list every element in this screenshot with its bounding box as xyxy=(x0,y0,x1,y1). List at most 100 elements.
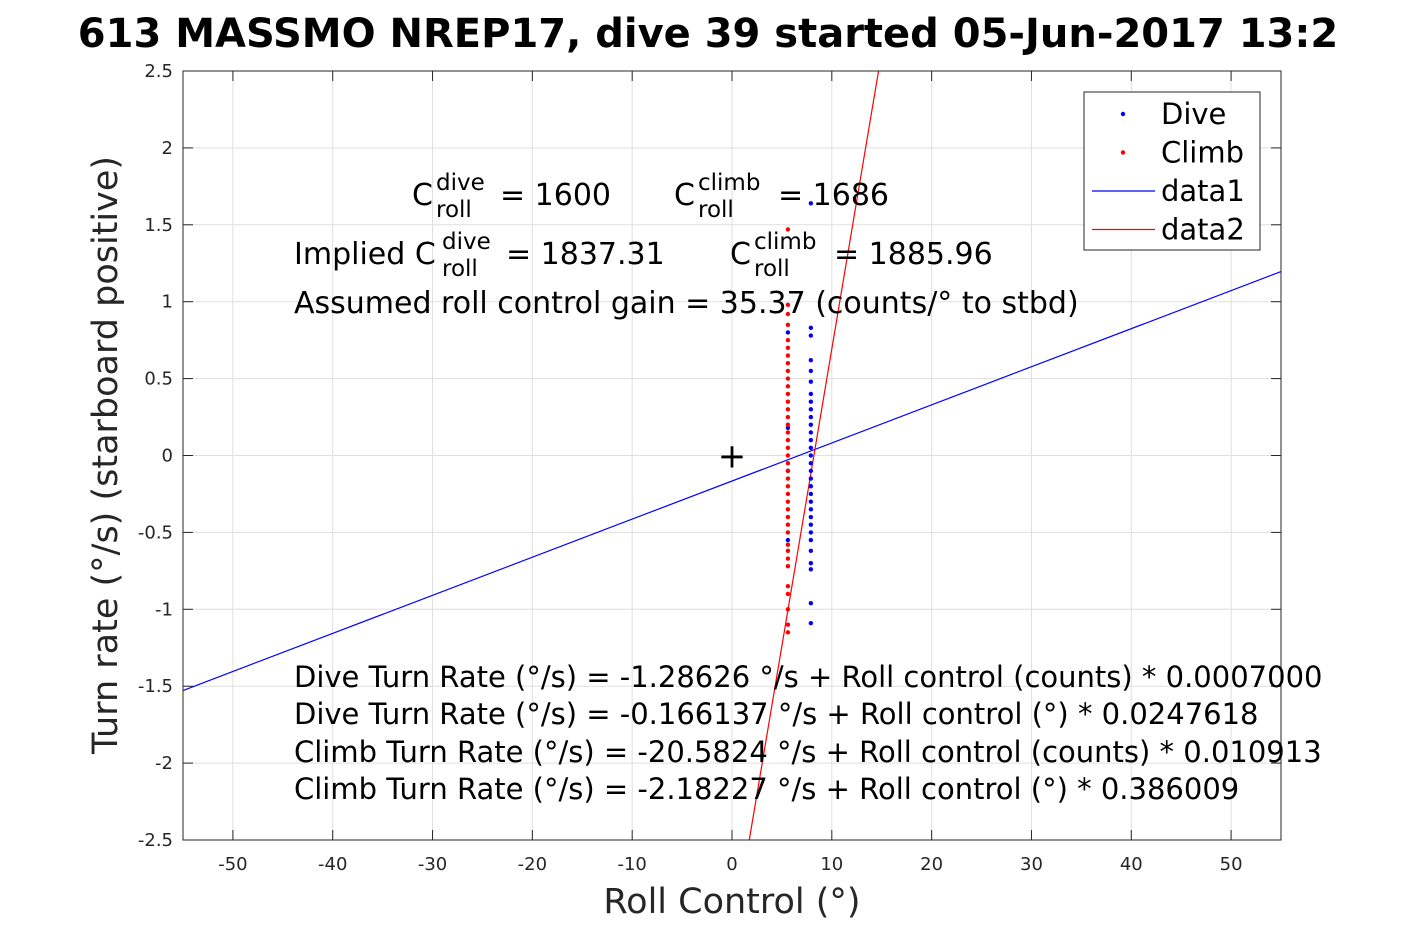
c-dive-value: = 1600 xyxy=(500,178,611,213)
dive-point xyxy=(808,201,814,206)
dive-point xyxy=(808,399,814,404)
climb-point xyxy=(785,484,791,489)
c-climb-value: = 1686 xyxy=(778,178,889,213)
climb-point xyxy=(785,476,791,481)
implied-climb-sub: roll xyxy=(754,256,790,282)
legend: Dive Climb data1 data2 xyxy=(1083,91,1261,251)
climb-point xyxy=(785,302,791,307)
climb-point xyxy=(785,445,791,451)
dive-point xyxy=(808,445,814,451)
legend-label: Climb xyxy=(1161,136,1244,170)
dive-point xyxy=(808,414,814,420)
climb-point xyxy=(785,407,791,412)
climb-point xyxy=(785,345,791,351)
climb-point xyxy=(785,430,791,435)
dive-point xyxy=(808,430,814,435)
legend-label: data2 xyxy=(1161,213,1245,247)
c-dive-sup: dive xyxy=(436,170,485,196)
implied-dive-sup: dive xyxy=(442,229,491,255)
dive-point xyxy=(808,453,814,458)
implied-dive-value: = 1837.31 xyxy=(506,237,665,272)
climb-point xyxy=(785,337,791,343)
y-tick-label: 1 xyxy=(162,292,173,313)
dive-point xyxy=(808,530,814,535)
climb-point xyxy=(785,414,791,420)
x-tick-label: -10 xyxy=(617,854,646,875)
climb-point xyxy=(785,607,791,612)
x-tick-label: 20 xyxy=(920,854,943,875)
dive-point xyxy=(808,391,814,397)
y-tick-label: 0 xyxy=(162,446,173,467)
x-tick-label: 0 xyxy=(726,854,737,875)
climb-point xyxy=(785,591,791,597)
climb-point xyxy=(785,453,791,458)
implied-climb-value: = 1885.96 xyxy=(834,237,993,272)
x-tick-label: -30 xyxy=(418,854,447,875)
dive-point xyxy=(785,425,791,431)
climb-point xyxy=(785,630,791,635)
roll-constants-annotation: C dive roll = 1600 C climb roll = 1686 I… xyxy=(294,170,1079,321)
dive-point xyxy=(808,522,814,527)
x-tick-label: 30 xyxy=(1020,854,1043,875)
fit-lines xyxy=(182,70,1282,841)
dive-point xyxy=(808,560,814,566)
climb-point xyxy=(785,227,791,232)
legend-marker-climb xyxy=(1120,150,1126,155)
dive-point xyxy=(808,379,814,384)
data-points xyxy=(785,201,814,635)
dive-point xyxy=(808,600,814,606)
climb-point xyxy=(785,460,791,466)
y-tick-label: -2 xyxy=(155,753,173,774)
y-tick-label: -1 xyxy=(155,599,173,620)
x-tick-label: -20 xyxy=(518,854,547,875)
dive-point xyxy=(808,460,814,466)
climb-point xyxy=(785,530,791,535)
y-tick-label: -1.5 xyxy=(138,676,173,697)
climb-point xyxy=(785,376,791,381)
dive-point xyxy=(808,357,814,363)
x-tick-label: 40 xyxy=(1120,854,1143,875)
dive-point xyxy=(808,476,814,481)
equation-dive-counts: Dive Turn Rate (°/s) = -1.28626 °/s + Ro… xyxy=(294,660,1322,694)
x-tick-label: -40 xyxy=(318,854,347,875)
dive-point xyxy=(785,330,791,335)
equation-climb-degrees: Climb Turn Rate (°/s) = -2.18227 °/s + R… xyxy=(294,772,1239,806)
dive-point xyxy=(808,368,814,374)
regression-equations: Dive Turn Rate (°/s) = -1.28626 °/s + Ro… xyxy=(294,660,1322,806)
climb-point xyxy=(785,542,791,547)
c-climb-sup: climb xyxy=(698,170,760,196)
implied-climb-sup: climb xyxy=(754,229,816,255)
y-tick-label: -2.5 xyxy=(138,830,173,851)
implied-climb-label: C xyxy=(730,237,751,272)
origin-marker: + xyxy=(718,437,747,477)
c-dive-label: C xyxy=(412,178,433,213)
y-tick-label: 2 xyxy=(162,138,173,159)
climb-point xyxy=(785,556,791,561)
climb-point xyxy=(785,322,791,327)
climb-point xyxy=(785,437,791,443)
y-tick-label: 2.5 xyxy=(144,61,173,82)
dive-point xyxy=(808,437,814,443)
climb-point xyxy=(785,368,791,374)
data2-fit-line xyxy=(748,70,880,841)
implied-dive-label: Implied C xyxy=(294,237,436,272)
climb-point xyxy=(785,468,791,474)
legend-box xyxy=(1083,91,1261,251)
y-tick-label: -0.5 xyxy=(138,522,173,543)
plot-frame xyxy=(182,70,1282,841)
equation-climb-counts: Climb Turn Rate (°/s) = -20.5824 °/s + R… xyxy=(294,735,1322,769)
dive-point xyxy=(808,484,814,489)
climb-point xyxy=(785,548,791,554)
dive-point xyxy=(808,407,814,412)
dive-point xyxy=(808,333,814,338)
dive-point xyxy=(808,514,814,520)
climb-point xyxy=(785,399,791,404)
legend-marker-dive xyxy=(1120,111,1126,117)
climb-point xyxy=(785,361,791,366)
climb-point xyxy=(785,514,791,520)
legend-label: Dive xyxy=(1161,97,1226,131)
climb-point xyxy=(785,499,791,504)
data1-fit-line xyxy=(182,270,1282,692)
implied-dive-sub: roll xyxy=(442,256,478,282)
